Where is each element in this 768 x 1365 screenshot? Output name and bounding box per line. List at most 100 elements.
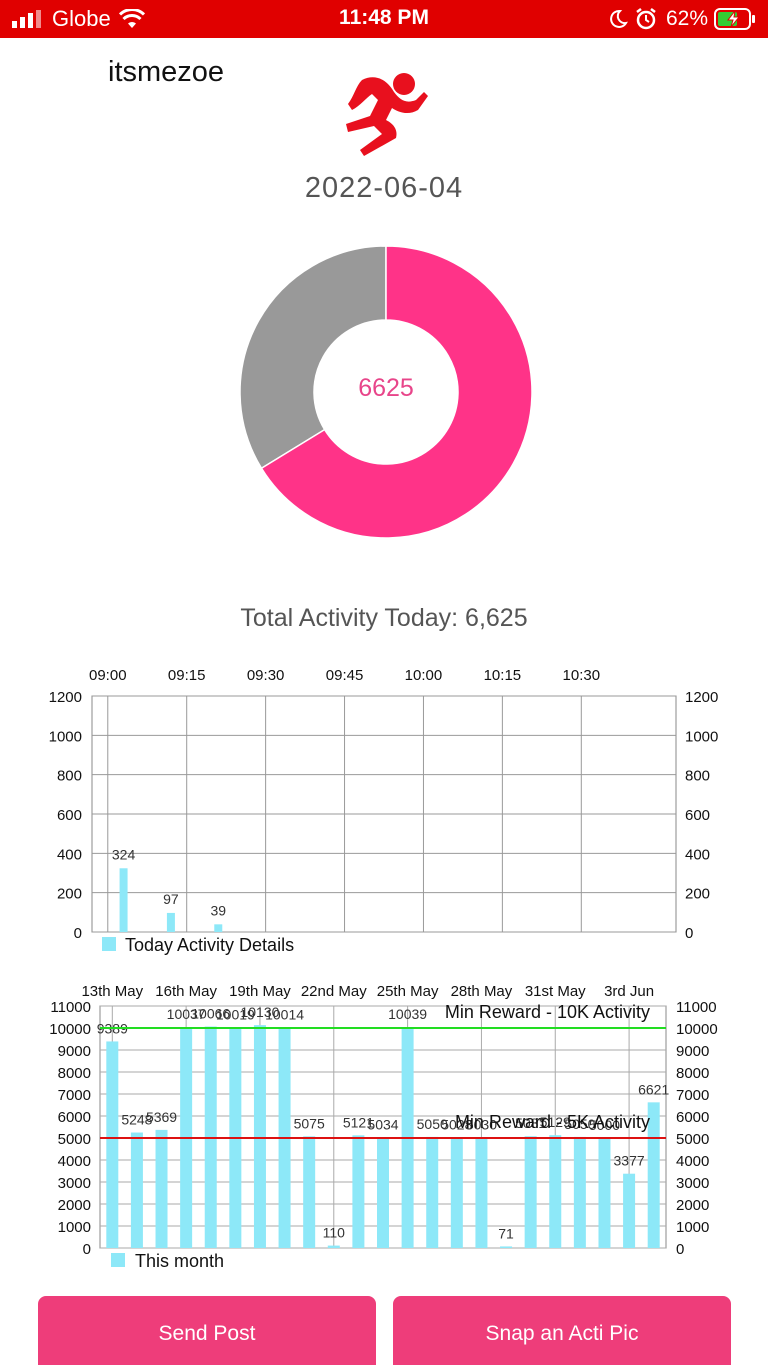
y-tick-label-right: 0 [685, 925, 693, 942]
battery-percent: 62% [665, 7, 708, 30]
bar [106, 1041, 119, 1248]
y-tick-label-left: 3000 [58, 1175, 91, 1192]
bar [130, 1132, 143, 1248]
snap-acti-pic-button[interactable]: Snap an Acti Pic [393, 1296, 731, 1365]
bar [549, 1135, 562, 1248]
today-activity-chart-svg: 0 0 200 200 400 400 600 600 800 800 1000 1000 1200 12… [49, 667, 719, 955]
bar [450, 1137, 463, 1248]
bar-value-label: 10019 [216, 1007, 255, 1023]
bar [598, 1138, 611, 1248]
y-tick-label-left: 800 [57, 768, 82, 785]
status-right: 62% [608, 5, 756, 33]
y-tick-label-left: 2000 [58, 1197, 91, 1214]
x-tick-label: 09:30 [247, 667, 285, 684]
y-tick-label-right: 8000 [676, 1065, 709, 1082]
y-tick-label-right: 2000 [676, 1197, 709, 1214]
status-left: Globe [12, 6, 145, 32]
y-tick-label-right: 0 [676, 1241, 684, 1258]
bar-value-label: 5050 [417, 1116, 448, 1132]
bar [303, 1136, 316, 1248]
bar-value-label: 110 [323, 1225, 346, 1241]
bar [119, 868, 128, 932]
activity-donut-chart [239, 245, 533, 539]
bar-value-label: 5121 [343, 1114, 374, 1130]
bar [166, 912, 175, 932]
bar [155, 1129, 168, 1248]
reference-line-label: Min Reward - 10K Activity [445, 1002, 650, 1022]
bar-value-label: 10066 [191, 1006, 230, 1022]
bar [352, 1135, 365, 1248]
bar-value-label: 5248 [121, 1112, 152, 1128]
bar-value-label: 324 [112, 846, 136, 862]
bar [500, 1246, 513, 1248]
y-tick-label-left: 200 [57, 886, 82, 903]
donut-progress-segment [260, 245, 533, 539]
legend-swatch [111, 1253, 125, 1267]
y-tick-label-right: 11000 [676, 999, 717, 1016]
carrier-name: Globe [52, 6, 111, 31]
reference-line-label: Min Reward - 5K Activity [455, 1112, 650, 1132]
y-tick-label-right: 1200 [685, 689, 718, 706]
y-tick-label-left: 5000 [58, 1131, 91, 1148]
y-tick-label-right: 9000 [676, 1043, 709, 1060]
y-tick-label-left: 9000 [58, 1043, 91, 1060]
alarm-icon [636, 8, 656, 30]
y-tick-label-left: 8000 [58, 1065, 91, 1082]
x-tick-label: 31st May [525, 983, 586, 1000]
bar-value-label: 10037 [167, 1006, 206, 1022]
send-post-button[interactable]: Send Post [38, 1296, 376, 1365]
x-tick-label: 10:30 [563, 667, 601, 684]
y-tick-label-left: 600 [57, 807, 82, 824]
y-tick-label-left: 4000 [58, 1153, 91, 1170]
y-tick-label-right: 7000 [676, 1087, 709, 1104]
legend-label: Today Activity Details [125, 935, 294, 955]
monthly-activity-chart: 0 0 1000 1000 2000 2000 3000 3000 4000 4000 5000 50… [0, 976, 768, 1276]
bar [524, 1136, 537, 1248]
bar-value-label: 10130 [240, 1004, 279, 1020]
bar [573, 1136, 586, 1248]
y-tick-label-left: 10000 [49, 1021, 91, 1038]
runner-icon [346, 73, 428, 156]
x-tick-label: 09:00 [89, 667, 127, 684]
y-tick-label-right: 10000 [676, 1021, 718, 1038]
y-tick-label-right: 5000 [676, 1131, 709, 1148]
x-tick-label: 16th May [155, 983, 217, 1000]
x-tick-label: 22nd May [301, 983, 367, 1000]
y-tick-label-left: 0 [74, 925, 82, 942]
bar [327, 1245, 340, 1248]
legend-swatch [102, 937, 116, 951]
bar-value-label: 71 [498, 1225, 514, 1241]
x-tick-label: 19th May [229, 983, 291, 1000]
bar-value-label: 3377 [614, 1153, 645, 1169]
x-tick-label: 3rd Jun [604, 983, 654, 1000]
bar-value-label: 5034 [367, 1116, 398, 1132]
signal-icon [12, 10, 41, 28]
x-tick-label: 13th May [81, 983, 143, 1000]
y-tick-label-right: 4000 [676, 1153, 709, 1170]
y-tick-label-right: 400 [685, 846, 710, 863]
x-tick-label: 10:00 [405, 667, 443, 684]
legend-label: This month [135, 1251, 224, 1271]
y-tick-label-right: 6000 [676, 1109, 709, 1126]
bar-value-label: 97 [163, 891, 179, 907]
bar [214, 924, 223, 932]
bar-value-label: 5030 [466, 1116, 497, 1132]
bar-value-label: 5369 [146, 1109, 177, 1125]
bar-value-label: 5081 [515, 1115, 546, 1131]
bar [253, 1025, 266, 1248]
y-tick-label-left: 400 [57, 846, 82, 863]
status-time: 11:48 PM [339, 6, 429, 29]
y-tick-label-left: 1000 [58, 1219, 91, 1236]
activity-date: 2022-06-04 [304, 172, 464, 204]
x-tick-label: 25th May [377, 983, 439, 1000]
bar-value-label: 5050 [564, 1116, 595, 1132]
y-tick-label-left: 1200 [49, 689, 82, 706]
x-tick-label: 10:15 [484, 667, 522, 684]
bar-value-label: 10039 [388, 1006, 427, 1022]
y-tick-label-right: 600 [685, 807, 710, 824]
bar [426, 1136, 439, 1248]
x-tick-label: 28th May [451, 983, 513, 1000]
bar [475, 1137, 488, 1248]
bar-value-label: 5129 [540, 1114, 571, 1130]
